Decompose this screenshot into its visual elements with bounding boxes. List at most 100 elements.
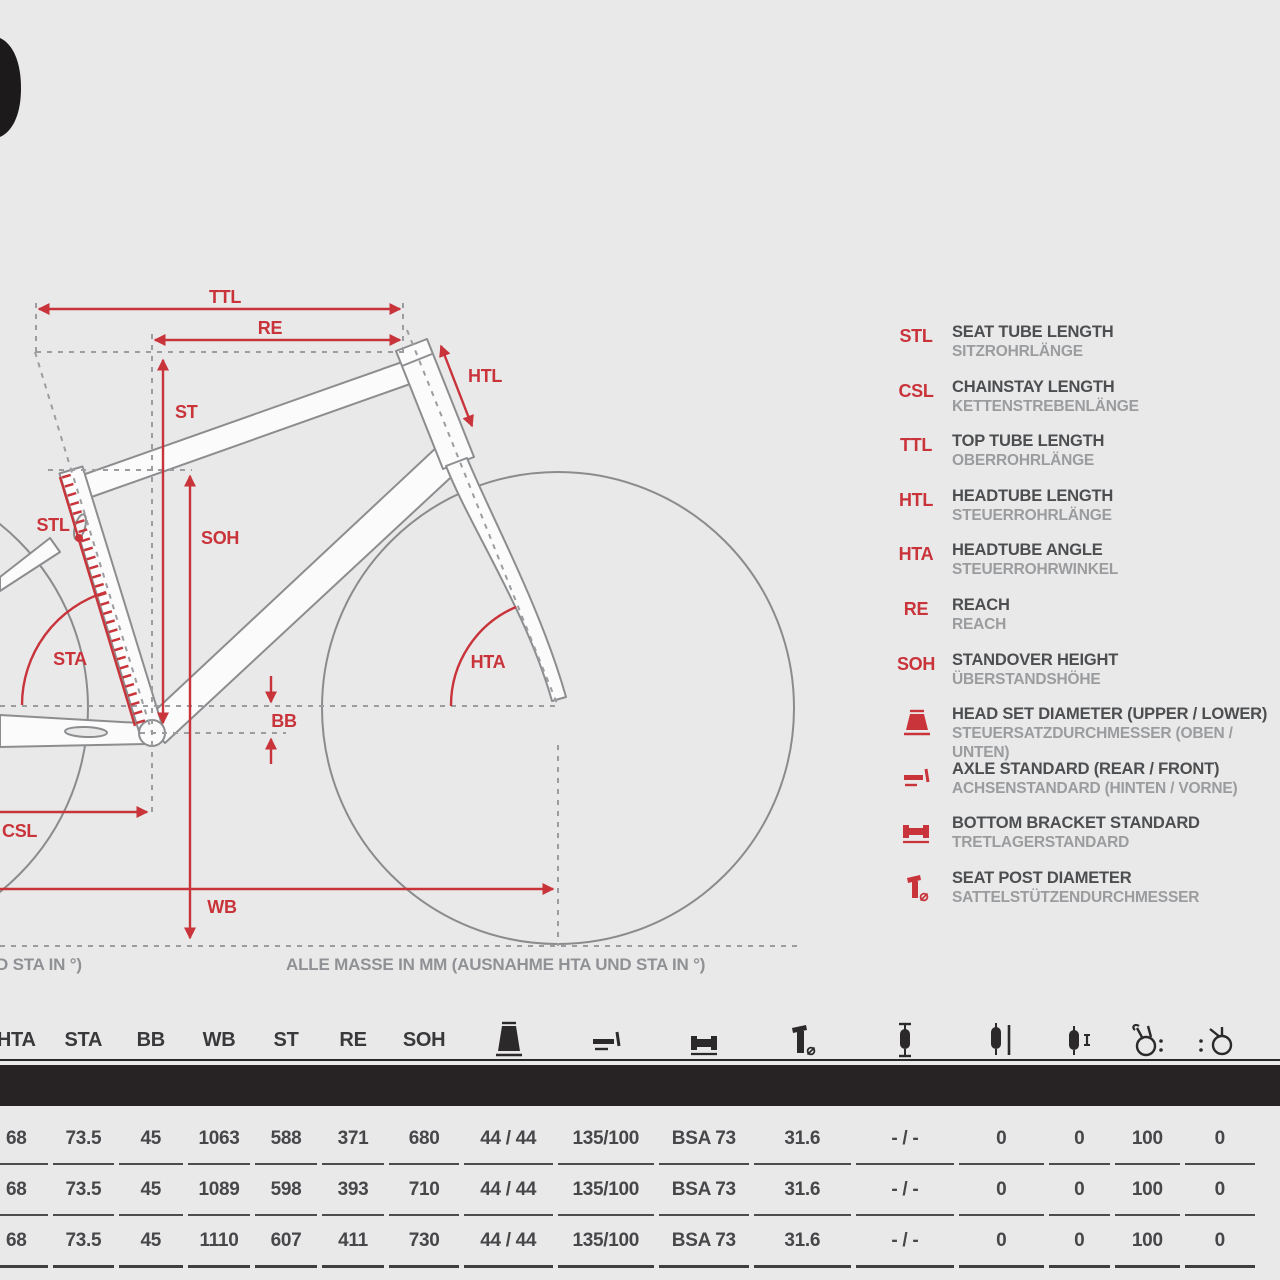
wb-label: WB	[207, 897, 237, 917]
col-header-sta: STA	[64, 1029, 103, 1051]
seat-post-diameter-icon	[907, 874, 929, 902]
table-cell: - / -	[855, 1165, 955, 1216]
legend-title: HEADTUBE ANGLE	[952, 541, 1103, 560]
legend-title: CHAINSTAY LENGTH	[952, 377, 1115, 396]
legend-subtitle: ACHSENSTANDARD (HINTEN / VORNE)	[952, 779, 1238, 797]
htl-dimension	[439, 344, 474, 428]
legend-title: HEAD SET DIAMETER (UPPER / LOWER)	[952, 705, 1268, 724]
legend-item-bottom-bracket: BOTTOM BRACKET STANDARD TRETLAGERSTANDAR…	[880, 814, 1280, 869]
soh-label: SOH	[201, 528, 239, 548]
table-cell: 0	[1048, 1114, 1111, 1165]
legend-subtitle: ÜBERSTANDSHÖHE	[952, 670, 1101, 688]
legend-title: TOP TUBE LENGTH	[952, 432, 1105, 451]
headset-diameter-icon	[496, 1021, 523, 1057]
legend-abbr: CSL	[898, 380, 934, 401]
head-tube	[395, 338, 475, 470]
legend-abbr: RE	[903, 598, 929, 619]
legend-item-hta: HTA HEADTUBE ANGLE STEUERROHRWINKEL	[880, 541, 1280, 596]
table-cell: 135/100	[557, 1114, 654, 1165]
legend-abbr: TTL	[899, 435, 933, 456]
htl-label: HTL	[468, 366, 502, 386]
table-cell: 1110	[187, 1216, 251, 1268]
table-cell: 411	[321, 1216, 385, 1268]
table-cell: 0	[1184, 1165, 1255, 1216]
down-tube	[143, 445, 463, 744]
bottom-bracket-icon	[903, 825, 929, 844]
top-tube	[73, 360, 414, 501]
col-header-re: RE	[339, 1029, 367, 1051]
ttl-label: TTL	[209, 287, 241, 307]
table-cell: 45	[119, 1165, 183, 1216]
legend-item-seat-post: SEAT POST DIAMETER SATTELSTÜTZENDURCHMES…	[880, 869, 1280, 924]
legend-title: HEADTUBE LENGTH	[952, 486, 1114, 505]
geometry-diagram: TTL RE HTL ST STL SOH STA HTA BB CSL WB	[0, 287, 800, 947]
table-cell: 1089	[187, 1165, 251, 1216]
table-cell: 45	[119, 1114, 183, 1165]
front-wheel	[321, 471, 795, 945]
table-cell: 73.5	[52, 1114, 115, 1165]
st-label: ST	[175, 402, 198, 422]
legend-title: BOTTOM BRACKET STANDARD	[952, 814, 1200, 833]
units-note: ALLE MASSE IN MM (AUSNAHME HTA UND STA I…	[286, 955, 706, 974]
legend-item-re: RE REACH REACH	[880, 596, 1280, 651]
table-cell: - / -	[855, 1114, 955, 1165]
legend-item-csl: CSL CHAINSTAY LENGTH KETTENSTREBENLÄNGE	[880, 378, 1280, 433]
table-cell: BSA 73	[658, 1114, 749, 1165]
table-black-band	[0, 1065, 1280, 1106]
table-cell: 0	[1048, 1165, 1111, 1216]
table-cell: 730	[389, 1216, 459, 1268]
legend-item-ttl: TTL TOP TUBE LENGTH OBERROHRLÄNGE	[880, 432, 1280, 487]
re-label: RE	[258, 318, 283, 338]
table-cell: 100	[1115, 1114, 1180, 1165]
table-cell: 710	[389, 1165, 459, 1216]
rear-travel-icon	[1198, 1027, 1232, 1056]
legend-abbr: HTL	[898, 489, 934, 510]
table-row: 68 73.5 45 1110 607 411 730 44 / 44 135/…	[0, 1216, 1255, 1268]
legend-subtitle: STEUERSATZDURCHMESSER (OBEN / UNTEN)	[952, 725, 1233, 762]
table-header-rule	[0, 1059, 1280, 1061]
table-cell: 135/100	[557, 1165, 654, 1216]
stl-label: STL	[36, 515, 69, 535]
table-cell: 68	[0, 1114, 48, 1165]
col-header-soh: SOH	[402, 1029, 446, 1051]
band-spacer-row	[0, 1062, 1255, 1114]
head-tube-joint	[401, 353, 433, 367]
table-cell: 680	[389, 1114, 459, 1165]
table-cell: 44 / 44	[463, 1114, 553, 1165]
axle-standard-icon	[904, 768, 930, 786]
wheels	[0, 471, 795, 945]
table-cell: 135/100	[557, 1216, 654, 1268]
legend-subtitle: KETTENSTREBENLÄNGE	[952, 397, 1139, 415]
legend-subtitle: STEUERROHRWINKEL	[952, 561, 1119, 579]
construction-lines	[0, 303, 800, 947]
table-cell: 0	[959, 1165, 1044, 1216]
table-cell: 0	[959, 1216, 1044, 1268]
table-cell: 0	[1048, 1216, 1111, 1268]
headset-diameter-icon	[904, 709, 930, 736]
table-cell: 100	[1115, 1216, 1180, 1268]
legend-item-soh: SOH STANDOVER HEIGHT ÜBERSTANDSHÖHE	[880, 651, 1280, 706]
table-cell: 45	[119, 1216, 183, 1268]
legend-subtitle: SATTELSTÜTZENDURCHMESSER	[952, 888, 1200, 906]
legend-item-headset: HEAD SET DIAMETER (UPPER / LOWER) STEUER…	[880, 705, 1280, 762]
legend-subtitle: STEUERROHRLÄNGE	[952, 506, 1112, 524]
legend-subtitle: SITZROHRLÄNGE	[952, 343, 1083, 360]
col-header-wb: WB	[202, 1029, 236, 1051]
seat-tube	[58, 465, 165, 738]
dimension-labels: TTL RE HTL ST STL SOH STA HTA BB CSL WB	[2, 287, 506, 917]
col-header-bb: BB	[136, 1029, 166, 1051]
table-cell: 31.6	[753, 1165, 851, 1216]
hta-label: HTA	[471, 652, 506, 672]
fork	[445, 457, 567, 702]
table-cell: 73.5	[52, 1216, 115, 1268]
legend-title: SEAT POST DIAMETER	[952, 868, 1132, 887]
table-cell: 68	[0, 1165, 48, 1216]
legend-title: SEAT TUBE LENGTH	[952, 323, 1114, 341]
table-cell: 0	[1184, 1216, 1255, 1268]
legend-title: REACH	[952, 595, 1010, 614]
table-cell: BSA 73	[658, 1216, 749, 1268]
rear-wheel	[0, 522, 89, 894]
col-header-hta: HTA	[0, 1029, 36, 1051]
axle-standard-icon	[592, 1031, 621, 1051]
